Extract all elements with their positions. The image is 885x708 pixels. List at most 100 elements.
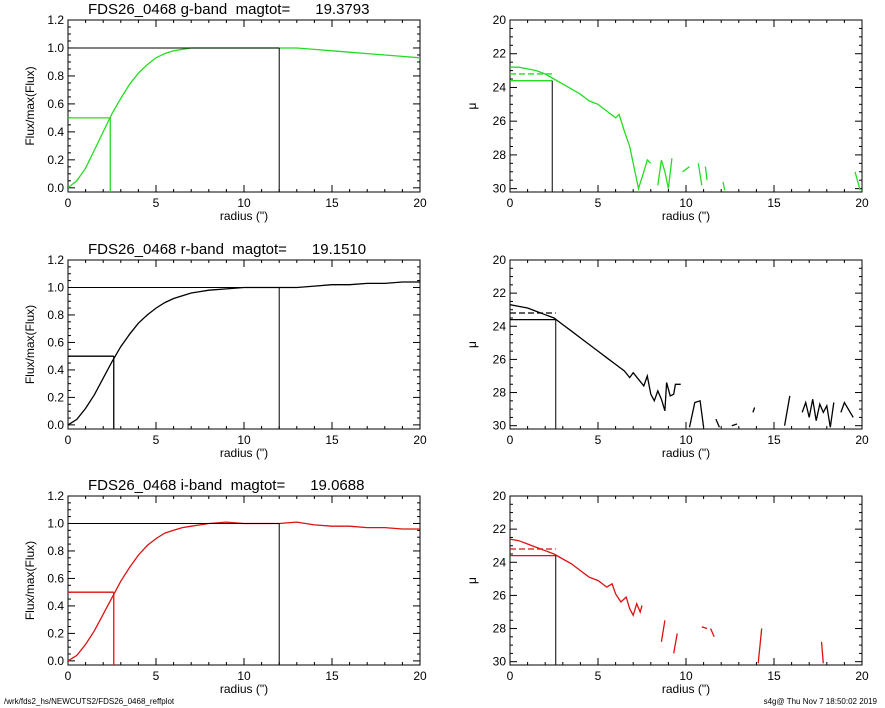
growth-curve-line (68, 521, 420, 662)
data-layer (68, 47, 420, 192)
data-layer (510, 304, 854, 429)
y-axis-label: μ (465, 577, 479, 584)
x-tick-label: 20 (855, 196, 869, 210)
y-tick-label: 0.6 (47, 335, 64, 349)
growth-curve-line (68, 281, 420, 426)
y-tick-label: 30 (493, 419, 507, 433)
plot-frame (67, 259, 421, 430)
y-tick-label: 28 (493, 148, 507, 162)
y-tick-label: 1.0 (47, 516, 64, 530)
panel-g-surface-brightness: 0 5 10 15 20 20 22 24 26 28 30 radius (") μ (465, 13, 869, 223)
x-tick-label: 5 (153, 196, 160, 210)
y-tick-label: 28 (493, 622, 507, 636)
data-layer (510, 66, 861, 192)
x-tick-label: 10 (679, 669, 693, 683)
plot-frame (509, 259, 863, 430)
data-layer (510, 538, 824, 665)
y-tick-label: 0.4 (47, 599, 64, 613)
y-tick-label: 26 (493, 352, 507, 366)
data-layer (68, 281, 420, 429)
profile-segment (757, 628, 763, 664)
profile-segment (840, 400, 854, 418)
profile-segment (688, 399, 705, 428)
plot-frame (67, 19, 421, 193)
profile-segment (510, 538, 643, 618)
profile-segment (682, 166, 690, 173)
y-tick-label: 30 (493, 655, 507, 669)
y-tick-label: 24 (493, 555, 507, 569)
y-axis-label: μ (465, 341, 479, 348)
y-tick-label: 0.2 (47, 390, 64, 404)
x-tick-label: 20 (855, 669, 869, 683)
x-tick-label: 0 (65, 669, 72, 683)
y-tick-label: 0.8 (47, 544, 64, 558)
x-axis-label: radius (") (220, 446, 268, 460)
panel-title: FDS26_0468 i-band magtot= 19.0688 (88, 477, 364, 494)
profile-segment (701, 626, 708, 630)
y-tick-label: 22 (493, 522, 507, 536)
profile-segment (752, 407, 756, 413)
plot-frame (509, 495, 863, 666)
profile-segment (704, 166, 708, 181)
panel-title: FDS26_0468 g-band magtot= 19.3793 (88, 1, 369, 18)
y-tick-label: 20 (493, 253, 507, 267)
x-tick-label: 10 (237, 669, 251, 683)
panel-r-growth-curve: 0 5 10 15 20 0.0 0.2 0.4 0.6 0.8 1.0 1.2 radius (") F… (23, 241, 427, 460)
y-tick-label: 24 (493, 80, 507, 94)
profile-segment (783, 395, 791, 426)
x-tick-label: 20 (413, 433, 427, 447)
plot-frame (509, 19, 863, 193)
y-tick-label: 0.0 (47, 181, 64, 195)
x-tick-label: 0 (507, 669, 514, 683)
y-tick-label: 0.8 (47, 308, 64, 322)
y-tick-label: 0.4 (47, 363, 64, 377)
profile-segment (820, 641, 824, 664)
y-tick-label: 22 (493, 286, 507, 300)
y-tick-label: 22 (493, 47, 507, 61)
profile-segment (660, 620, 666, 642)
y-tick-label: 30 (493, 182, 507, 196)
y-axis-label: μ (465, 102, 479, 109)
x-tick-label: 15 (767, 669, 781, 683)
y-tick-label: 1.0 (47, 41, 64, 55)
profile-segment (722, 181, 726, 191)
data-layer (68, 521, 420, 665)
x-tick-label: 10 (679, 433, 693, 447)
y-axis-label: Flux/max(Flux) (23, 305, 37, 384)
x-tick-label: 20 (413, 669, 427, 683)
x-tick-label: 5 (595, 196, 602, 210)
footer-path: /wrk/fds2_hs/NEWCUTS2/FDS26_0468_reffplo… (4, 697, 175, 706)
y-tick-label: 1.0 (47, 280, 64, 294)
growth-curve-line (68, 47, 420, 189)
x-axis-label: radius (") (662, 682, 710, 696)
x-tick-label: 10 (237, 433, 251, 447)
x-tick-label: 15 (767, 433, 781, 447)
profile-segment (673, 633, 678, 654)
x-tick-label: 0 (65, 196, 72, 210)
x-axis-label: radius (") (220, 682, 268, 696)
y-tick-label: 1.2 (47, 253, 64, 267)
x-tick-label: 10 (679, 196, 693, 210)
y-tick-label: 26 (493, 114, 507, 128)
y-tick-label: 26 (493, 588, 507, 602)
x-tick-label: 0 (507, 433, 514, 447)
y-tick-label: 1.2 (47, 489, 64, 503)
y-tick-label: 20 (493, 489, 507, 503)
y-tick-label: 0.4 (47, 125, 64, 139)
profile-segment (657, 158, 673, 189)
x-tick-label: 0 (65, 433, 72, 447)
profile-segment (854, 171, 861, 191)
x-axis-label: radius (") (662, 446, 710, 460)
x-tick-label: 5 (595, 669, 602, 683)
profile-segment (510, 304, 681, 411)
y-tick-label: 28 (493, 386, 507, 400)
x-tick-label: 10 (237, 196, 251, 210)
profile-segment (715, 418, 720, 428)
profile-segment (801, 399, 835, 428)
x-tick-label: 0 (507, 196, 514, 210)
y-tick-label: 0.6 (47, 97, 64, 111)
x-axis-label: radius (") (662, 209, 710, 223)
panel-i-surface-brightness: 0 5 10 15 20 20 22 24 26 28 30 radius (") μ (465, 489, 869, 696)
x-tick-label: 20 (413, 196, 427, 210)
x-tick-label: 15 (325, 433, 339, 447)
